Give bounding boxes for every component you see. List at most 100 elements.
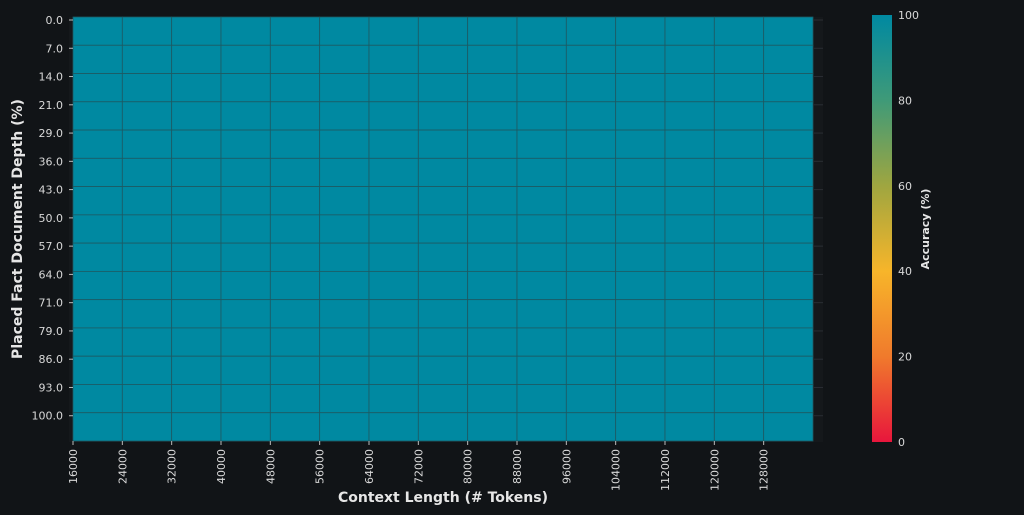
heatmap-cell [319,157,370,187]
heatmap-cell [171,412,222,442]
heatmap-cell [72,73,123,103]
x-tick-label: 72000 [412,449,425,484]
heatmap-cell [615,214,666,244]
y-tick-label: 71.0 [39,297,64,310]
heatmap-cell [121,242,173,272]
heatmap-cell [516,186,567,216]
heatmap-cell [763,299,814,329]
heatmap-cell [467,157,518,187]
heatmap-cell [565,16,617,46]
heatmap-cell [171,384,222,414]
x-tick-label: 40000 [215,449,228,484]
heatmap-cell [713,44,765,74]
heatmap-cell [269,214,321,244]
x-axis-ticks: 16000 24000 32000 40000 48000 56000 64000 72000… [67,441,771,491]
heatmap-cell [516,412,567,442]
heatmap-cell [72,186,123,216]
heatmap-cell [615,412,666,442]
heatmap-cell [763,214,814,244]
heatmap-cell [72,44,123,74]
heatmap-cell [516,129,567,159]
heatmap-cell [565,242,617,272]
heatmap-cell [664,384,715,414]
y-axis-label: Placed Fact Document Depth (%) [10,99,26,359]
heatmap-cell [615,73,666,103]
heatmap-cell [467,44,518,74]
heatmap-cell [368,157,419,187]
heatmap-cell [516,73,567,103]
heatmap-cell [565,384,617,414]
heatmap-cell [713,73,765,103]
heatmap-cell [171,270,222,301]
heatmap-cell [516,242,567,272]
x-tick-label: 128000 [758,449,771,491]
heatmap-cell [121,299,173,329]
heatmap-cell [220,384,271,414]
heatmap-cell [368,16,419,46]
y-tick-label: 36.0 [39,155,64,168]
heatmap-cell [269,327,321,357]
heatmap-cell [664,157,715,187]
heatmap-cell [664,16,715,46]
heatmap-cell [220,412,271,442]
heatmap-cells [72,16,814,442]
y-tick-label: 29.0 [39,127,64,140]
heatmap-cell [220,16,271,46]
y-tick-label: 79.0 [39,325,64,338]
heatmap-cell [417,384,469,414]
heatmap-cell [171,186,222,216]
heatmap-cell [467,270,518,301]
heatmap-cell [220,186,271,216]
heatmap-cell [417,73,469,103]
heatmap-cell [565,299,617,329]
heatmap-cell [368,412,419,442]
heatmap-cell [368,355,419,385]
heatmap-cell [417,242,469,272]
heatmap-cell [565,101,617,131]
heatmap-cell [121,412,173,442]
heatmap-cell [713,214,765,244]
heatmap-cell [417,44,469,74]
heatmap-cell [269,299,321,329]
heatmap-cell [171,355,222,385]
heatmap-cell [319,44,370,74]
heatmap-cell [664,355,715,385]
colorbar-tick-label: 80 [898,94,912,107]
heatmap-cell [516,157,567,187]
heatmap-cell [417,129,469,159]
heatmap-cell [319,299,370,329]
heatmap-cell [417,299,469,329]
heatmap-cell [417,355,469,385]
heatmap-cell [171,327,222,357]
heatmap-cell [615,242,666,272]
heatmap-cell [121,157,173,187]
heatmap-cell [269,412,321,442]
heatmap-cell [565,129,617,159]
heatmap-cell [615,186,666,216]
heatmap-cell [220,242,271,272]
heatmap-cell [417,412,469,442]
heatmap-cell [467,384,518,414]
heatmap-cell [713,16,765,46]
heatmap-cell [615,129,666,159]
heatmap-cell [220,270,271,301]
heatmap-cell [319,327,370,357]
heatmap-cell [171,16,222,46]
heatmap-cell [269,101,321,131]
heatmap-cell [763,412,814,442]
heatmap-cell [269,384,321,414]
heatmap-cell [763,101,814,131]
heatmap-cell [368,44,419,74]
x-tick-label: 32000 [166,449,179,484]
heatmap-cell [516,327,567,357]
heatmap-cell [664,186,715,216]
heatmap-cell [664,412,715,442]
heatmap-cell [664,327,715,357]
heatmap-cell [664,129,715,159]
heatmap-cell [319,270,370,301]
heatmap-cell [615,327,666,357]
heatmap-cell [368,242,419,272]
heatmap-cell [713,355,765,385]
heatmap-cell [565,327,617,357]
